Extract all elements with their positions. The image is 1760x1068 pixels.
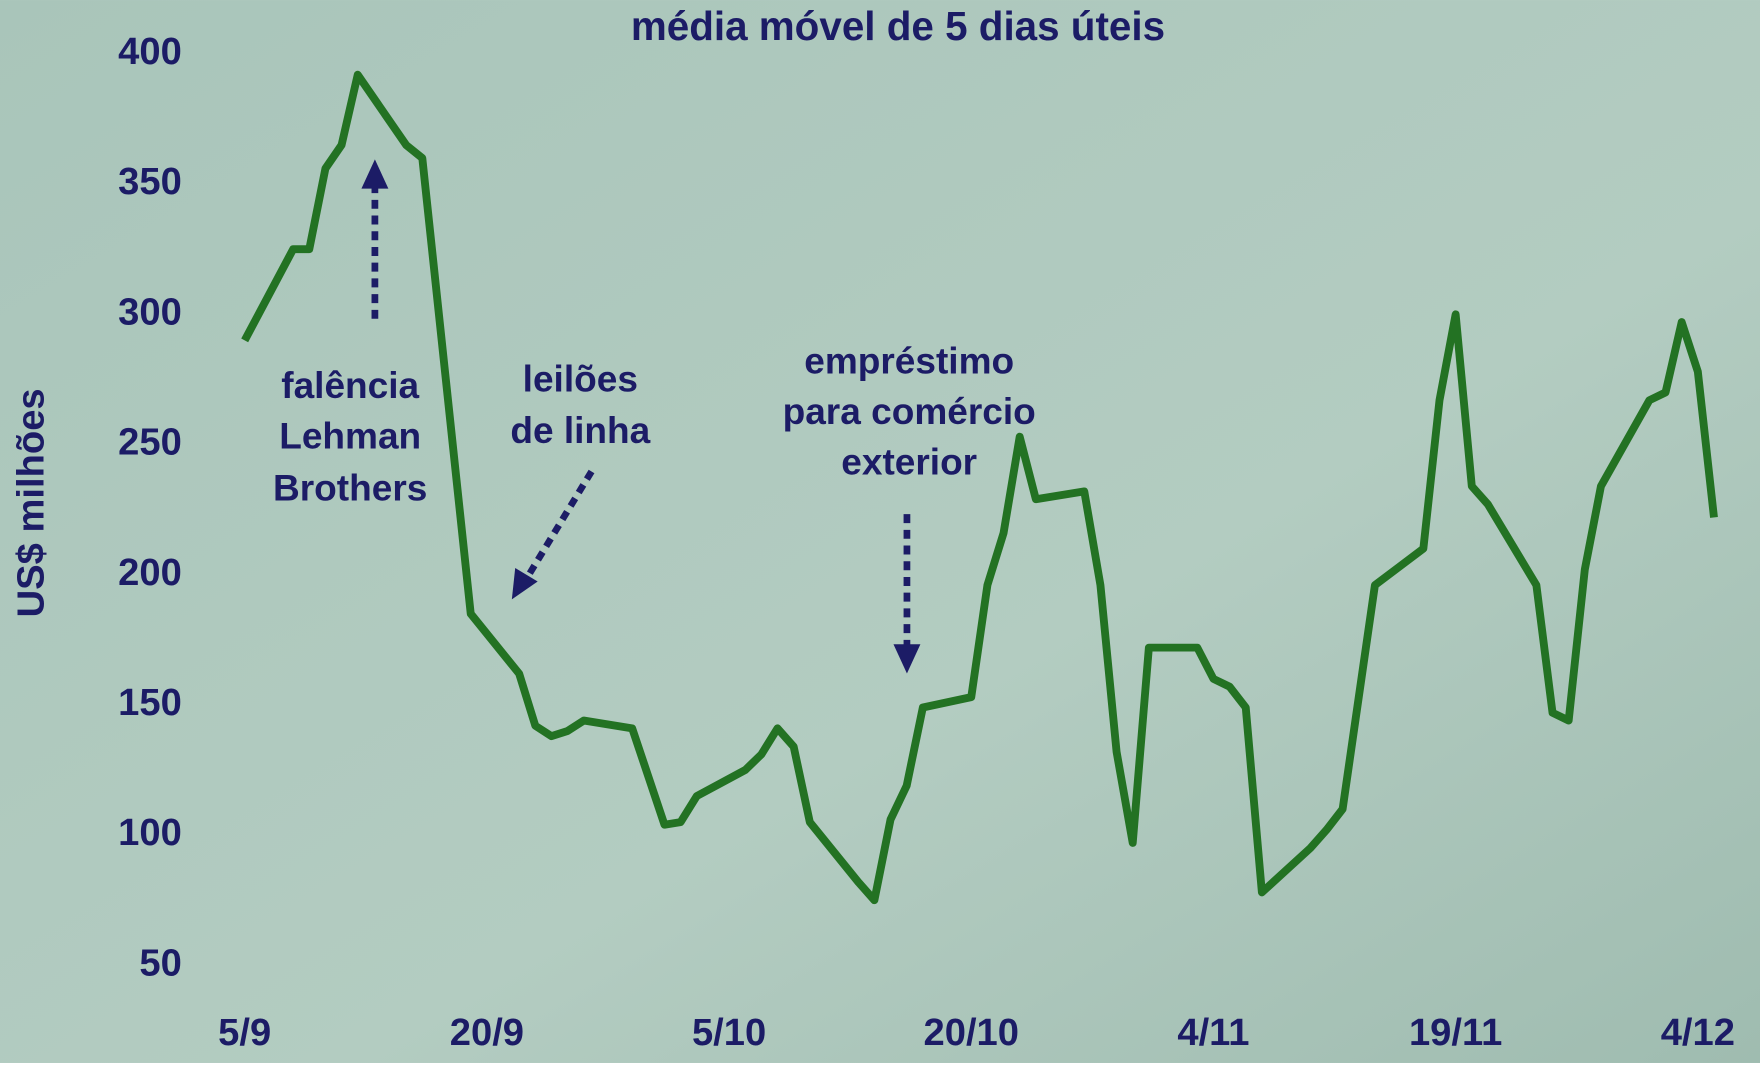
- x-tick-label: 4/11: [1177, 1011, 1249, 1054]
- chart: média móvel de 5 dias úteis US$ milhões …: [0, 0, 1760, 1063]
- background: [0, 0, 1760, 1063]
- x-tick-label: 5/9: [218, 1011, 271, 1054]
- y-tick-label: 250: [118, 421, 182, 464]
- annotation-text: para comércio: [783, 390, 1036, 432]
- page: média móvel de 5 dias úteis US$ milhões …: [0, 0, 1760, 1068]
- annotation-text: falência: [281, 364, 419, 406]
- annotation-text: Lehman: [279, 415, 421, 457]
- annotation-text: exterior: [841, 440, 977, 482]
- y-tick-label: 300: [118, 290, 182, 333]
- annotation-text: empréstimo: [804, 339, 1014, 381]
- y-tick-label: 200: [118, 551, 182, 594]
- y-axis-label: US$ milhões: [10, 388, 53, 617]
- x-tick-label: 19/11: [1409, 1011, 1502, 1054]
- x-tick-label: 20/10: [924, 1011, 1019, 1054]
- annotation-text: Brothers: [273, 466, 427, 508]
- y-tick-label: 50: [139, 941, 181, 984]
- y-tick-label: 350: [118, 160, 182, 203]
- y-tick-label: 400: [118, 30, 182, 73]
- x-tick-label: 4/12: [1661, 1011, 1735, 1054]
- chart-title: média móvel de 5 dias úteis: [631, 3, 1165, 49]
- y-tick-label: 150: [118, 681, 182, 724]
- x-tick-label: 20/9: [450, 1011, 524, 1054]
- annotation-text: de linha: [510, 409, 650, 451]
- y-tick-label: 100: [118, 811, 182, 854]
- annotation-text: leilões: [523, 357, 638, 399]
- x-tick-label: 5/10: [692, 1011, 766, 1054]
